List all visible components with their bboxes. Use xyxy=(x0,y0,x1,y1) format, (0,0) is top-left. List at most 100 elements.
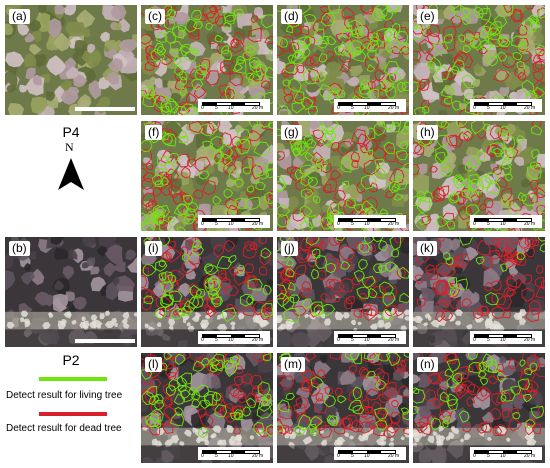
scale-bar: 0 5 10 20 m xyxy=(334,215,406,228)
scale-tick-label: 5 xyxy=(215,453,218,459)
scale-tick-label: 10 xyxy=(228,453,234,459)
scale-bar xyxy=(75,339,135,343)
panel-label: (l) xyxy=(145,357,162,372)
scale-bar: 0 5 10 20 m xyxy=(334,447,406,460)
north-label: N xyxy=(65,140,74,154)
panel-a: (a) xyxy=(5,5,137,115)
panel-label: (d) xyxy=(281,9,302,24)
aerial-image-p2 xyxy=(5,237,137,347)
scale-tick-label: 0 xyxy=(473,453,476,459)
detection-result-image xyxy=(413,353,545,463)
scale-bar: 0 5 10 20 m xyxy=(470,331,542,344)
scale-tick-label: 5 xyxy=(487,221,490,227)
scale-tick-label: 10 xyxy=(364,337,370,343)
scale-tick-label: 20 m xyxy=(252,221,264,227)
scale-tick-label: 20 m xyxy=(388,221,400,227)
panel-label: (k) xyxy=(417,241,437,256)
legend-dead-line xyxy=(39,412,107,416)
scale-bar xyxy=(75,107,135,111)
scale-bar: 0 5 10 20 m xyxy=(198,215,270,228)
scale-tick-label: 20 m xyxy=(524,337,536,343)
scale-tick-label: 20 m xyxy=(524,105,536,111)
panel-label: (m) xyxy=(281,357,305,372)
scale-tick-label: 5 xyxy=(351,337,354,343)
scale-tick-label: 0 xyxy=(473,221,476,227)
scale-tick-label: 0 xyxy=(337,221,340,227)
scale-tick-label: 10 xyxy=(364,221,370,227)
scale-tick-label: 0 xyxy=(337,453,340,459)
scale-tick-label: 20 m xyxy=(524,453,536,459)
panel-label: (h) xyxy=(417,125,438,140)
aerial-image-p4 xyxy=(5,5,137,115)
panel-label: (j) xyxy=(281,241,298,256)
panel-label: (c) xyxy=(145,9,165,24)
north-arrow-icon xyxy=(58,158,84,190)
scale-tick-label: 5 xyxy=(351,453,354,459)
scale-tick-label: 0 xyxy=(201,453,204,459)
scale-tick-label: 20 m xyxy=(252,337,264,343)
scale-tick-label: 5 xyxy=(215,105,218,111)
scale-bar: 0 5 10 20 m xyxy=(334,99,406,112)
panel-f: (f) 0 5 10 20 m xyxy=(141,121,273,231)
panel-label: (n) xyxy=(417,357,438,372)
scale-tick-label: 20 m xyxy=(388,337,400,343)
scale-bar: 0 5 10 20 m xyxy=(470,99,542,112)
scale-tick-label: 20 m xyxy=(252,453,264,459)
detection-result-image xyxy=(413,5,545,115)
scale-tick-label: 5 xyxy=(215,221,218,227)
scale-tick-label: 5 xyxy=(487,337,490,343)
panel-label: (b) xyxy=(9,241,30,256)
scale-tick-label: 20 m xyxy=(252,105,264,111)
panel-c: (c) 0 5 10 20 m xyxy=(141,5,273,115)
detection-result-image xyxy=(141,5,273,115)
plot-title-p4: P4 xyxy=(62,124,80,140)
detection-result-image xyxy=(141,237,273,347)
legend-dead-label: Detect result for dead tree xyxy=(6,423,122,434)
scale-bar: 0 5 10 20 m xyxy=(334,331,406,344)
plot-title-p2: P2 xyxy=(62,352,80,368)
scale-tick-label: 5 xyxy=(215,337,218,343)
scale-bar: 0 5 10 20 m xyxy=(198,447,270,460)
scale-tick-label: 10 xyxy=(500,105,506,111)
panel-b: (b) xyxy=(5,237,137,347)
scale-tick-label: 5 xyxy=(351,221,354,227)
scale-tick-label: 10 xyxy=(364,453,370,459)
scale-tick-label: 10 xyxy=(228,337,234,343)
panel-n: (n) 0 5 10 20 m xyxy=(413,353,545,463)
panel-g: (g) 0 5 10 20 m xyxy=(277,121,409,231)
panel-label: (a) xyxy=(9,9,30,24)
scale-tick-label: 0 xyxy=(201,105,204,111)
panel-l: (l) 0 5 10 20 m xyxy=(141,353,273,463)
scale-bar: 0 5 10 20 m xyxy=(470,215,542,228)
scale-tick-label: 0 xyxy=(473,105,476,111)
scale-tick-label: 10 xyxy=(500,453,506,459)
scale-tick-label: 5 xyxy=(351,105,354,111)
panel-h: (h) 0 5 10 20 m xyxy=(413,121,545,231)
scale-tick-label: 20 m xyxy=(388,105,400,111)
scale-tick-label: 10 xyxy=(500,221,506,227)
scale-tick-label: 10 xyxy=(364,105,370,111)
scale-tick-label: 0 xyxy=(201,337,204,343)
panel-label: (e) xyxy=(417,9,438,24)
scale-tick-label: 10 xyxy=(228,221,234,227)
panel-j: (j) 0 5 10 20 m xyxy=(277,237,409,347)
scale-tick-label: 10 xyxy=(500,337,506,343)
scale-tick-label: 0 xyxy=(473,337,476,343)
scale-tick-label: 5 xyxy=(487,105,490,111)
scale-tick-label: 0 xyxy=(337,105,340,111)
scale-bar: 0 5 10 20 m xyxy=(198,331,270,344)
legend-living-line xyxy=(39,377,107,381)
scale-tick-label: 0 xyxy=(337,337,340,343)
panel-i: (i) 0 5 10 20 m xyxy=(141,237,273,347)
panel-label: (g) xyxy=(281,125,302,140)
scale-tick-label: 5 xyxy=(487,453,490,459)
scale-tick-label: 10 xyxy=(228,105,234,111)
legend-living-label: Detect result for living tree xyxy=(6,390,123,401)
panel-label: (i) xyxy=(145,241,162,256)
panel-e: (e) 0 5 10 20 m xyxy=(413,5,545,115)
panel-d: (d) 0 5 10 20 m xyxy=(277,5,409,115)
scale-tick-label: 0 xyxy=(201,221,204,227)
scale-bar: 0 5 10 20 m xyxy=(198,99,270,112)
panel-m: (m) 0 5 10 20 m xyxy=(277,353,409,463)
panel-label: (f) xyxy=(145,125,163,140)
